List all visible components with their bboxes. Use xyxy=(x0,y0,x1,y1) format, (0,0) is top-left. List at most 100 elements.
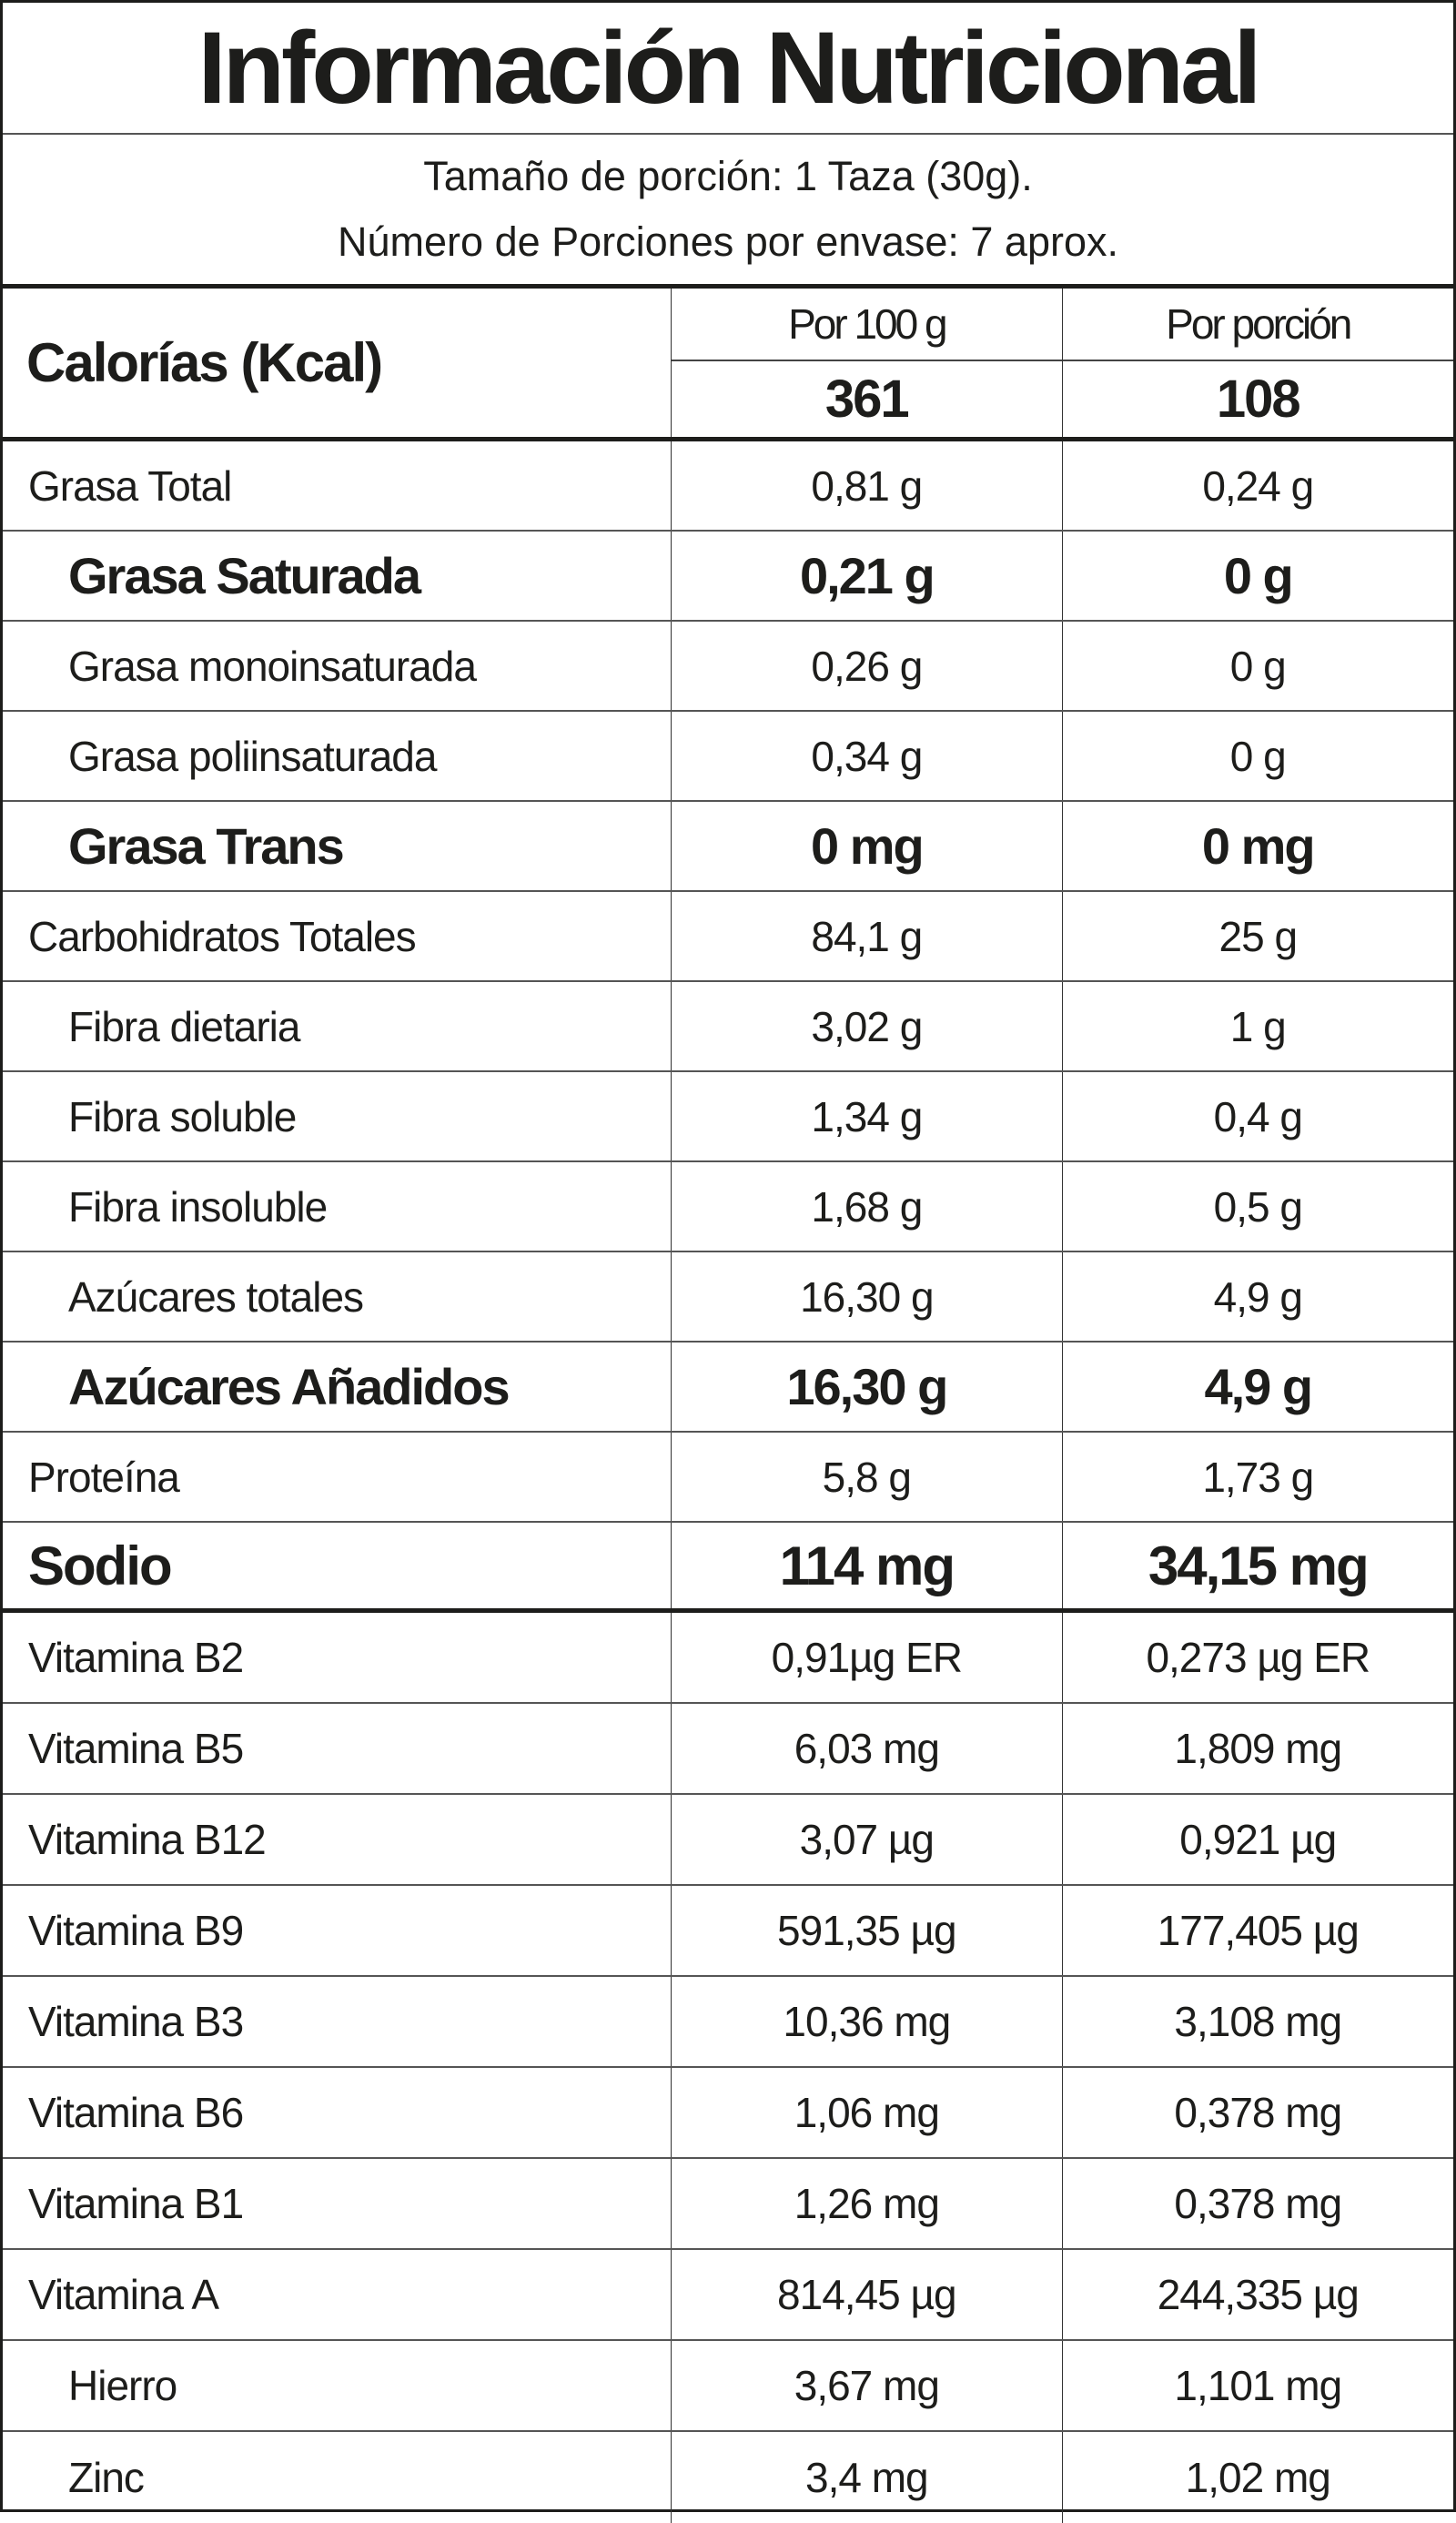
label-title: Información Nutricional xyxy=(3,3,1453,135)
nutrient-name: Vitamina B1 xyxy=(3,2159,672,2248)
table-row: Grasa poliinsaturada 0,34 g 0 g xyxy=(3,712,1453,802)
table-row: Vitamina B9 591,35 µg 177,405 µg xyxy=(3,1886,1453,1977)
nutrient-name: Fibra soluble xyxy=(3,1072,672,1160)
nutrient-name: Hierro xyxy=(3,2341,672,2430)
nutrient-name: Grasa monoinsaturada xyxy=(3,622,672,710)
nutrient-name: Vitamina A xyxy=(3,2250,672,2339)
serving-info: Tamaño de porción: 1 Taza (30g). Número … xyxy=(3,135,1453,289)
value-per-100g: 0,34 g xyxy=(672,712,1063,800)
per-serving-column: Por porción 108 xyxy=(1062,289,1453,437)
table-row: Grasa Total 0,81 g 0,24 g xyxy=(3,441,1453,532)
table-row: Vitamina A 814,45 µg 244,335 µg xyxy=(3,2250,1453,2341)
nutrient-name: Carbohidratos Totales xyxy=(3,892,672,980)
value-per-serving: 1 g xyxy=(1229,1002,1287,1050)
value-per-serving: 25 g xyxy=(1218,912,1299,960)
value-per-serving: 1,809 mg xyxy=(1174,1725,1342,1772)
table-row: Grasa Trans 0 mg 0 mg xyxy=(3,802,1453,892)
value-per-serving: 1,02 mg xyxy=(1185,2454,1331,2501)
value-per-serving: 0,273 µg ER xyxy=(1146,1634,1370,1681)
nutrient-name: Grasa Saturada xyxy=(3,532,672,620)
value-per-100g: 16,30 g xyxy=(672,1252,1063,1341)
value-per-serving: 0 g xyxy=(1229,732,1287,780)
value-per-100g: 3,67 mg xyxy=(672,2341,1063,2430)
table-row: Azúcares Añadidos 16,30 g 4,9 g xyxy=(3,1343,1453,1433)
table-row: Grasa monoinsaturada 0,26 g 0 g xyxy=(3,622,1453,712)
table-row: Fibra dietaria 3,02 g 1 g xyxy=(3,982,1453,1072)
value-per-serving: 0,24 g xyxy=(1202,461,1314,510)
table-row: Fibra soluble 1,34 g 0,4 g xyxy=(3,1072,1453,1162)
nutrient-name: Grasa Total xyxy=(3,441,672,530)
nutrient-name: Azúcares totales xyxy=(3,1252,672,1341)
table-row: Vitamina B12 3,07 µg 0,921 µg xyxy=(3,1795,1453,1886)
value-per-100g: 6,03 mg xyxy=(672,1704,1063,1793)
value-per-100g: 591,35 µg xyxy=(672,1886,1063,1975)
value-per-100g: 84,1 g xyxy=(672,892,1063,980)
value-per-100g: 1,34 g xyxy=(672,1072,1063,1160)
per-serving-header: Por porción xyxy=(1062,289,1453,361)
serving-size: Tamaño de porción: 1 Taza (30g). xyxy=(423,153,1033,199)
value-per-serving: 0,921 µg xyxy=(1179,1816,1337,1863)
table-row: Vitamina B3 10,36 mg 3,108 mg xyxy=(3,1977,1453,2068)
nutrient-name: Sodio xyxy=(3,1523,672,1608)
value-per-100g: 5,8 g xyxy=(672,1433,1063,1521)
value-per-serving: 0 g xyxy=(1229,642,1287,690)
value-per-100g: 10,36 mg xyxy=(672,1977,1063,2066)
value-per-100g: 1,26 mg xyxy=(672,2159,1063,2248)
table-row: Azúcares totales 16,30 g 4,9 g xyxy=(3,1252,1453,1343)
per-100g-header: Por 100 g xyxy=(672,289,1062,361)
calories-label: Calorías (Kcal) xyxy=(3,289,672,437)
value-per-100g: 3,02 g xyxy=(672,982,1063,1070)
table-row: Vitamina B5 6,03 mg 1,809 mg xyxy=(3,1704,1453,1795)
table-row: Hierro 3,67 mg 1,101 mg xyxy=(3,2341,1453,2432)
nutrient-name: Grasa poliinsaturada xyxy=(3,712,672,800)
value-per-serving: 0,4 g xyxy=(1213,1092,1303,1140)
nutrient-name: Vitamina B12 xyxy=(3,1795,672,1884)
value-per-100g: 0 mg xyxy=(672,802,1063,890)
value-per-serving: 1,73 g xyxy=(1202,1453,1314,1501)
nutrient-name: Vitamina B5 xyxy=(3,1704,672,1793)
value-per-100g: 1,06 mg xyxy=(672,2068,1063,2157)
value-per-100g: 0,81 g xyxy=(672,441,1063,530)
per-100g-column: Por 100 g 361 xyxy=(672,289,1063,437)
nutrient-name: Vitamina B6 xyxy=(3,2068,672,2157)
nutrient-name: Fibra insoluble xyxy=(3,1162,672,1251)
calories-per-serving: 108 xyxy=(1216,370,1301,429)
calories-per-100g: 361 xyxy=(824,370,910,429)
table-row: Proteína 5,8 g 1,73 g xyxy=(3,1433,1453,1523)
nutrient-table: Grasa Total 0,81 g 0,24 g Grasa Saturada 0,2… xyxy=(3,441,1453,2523)
value-per-serving: 177,405 µg xyxy=(1157,1907,1360,1954)
value-per-serving: 3,108 mg xyxy=(1174,1998,1342,2045)
table-row: Vitamina B6 1,06 mg 0,378 mg xyxy=(3,2068,1453,2159)
value-per-100g: 814,45 µg xyxy=(672,2250,1063,2339)
value-per-serving: 34,15 mg xyxy=(1148,1535,1370,1596)
value-per-serving: 4,9 g xyxy=(1213,1272,1303,1321)
value-per-100g: 3,4 mg xyxy=(672,2432,1063,2523)
nutrient-name: Vitamina B2 xyxy=(3,1613,672,1702)
table-row: Vitamina B2 0,91µg ER 0,273 µg ER xyxy=(3,1613,1453,1704)
value-per-serving: 0 mg xyxy=(1201,817,1316,875)
value-per-100g: 1,68 g xyxy=(672,1162,1063,1251)
nutrient-name: Vitamina B3 xyxy=(3,1977,672,2066)
value-per-serving: 1,101 mg xyxy=(1174,2362,1342,2409)
nutrient-name: Vitamina B9 xyxy=(3,1886,672,1975)
value-per-100g: 0,26 g xyxy=(672,622,1063,710)
value-per-serving: 244,335 µg xyxy=(1157,2271,1360,2318)
table-row: Vitamina B1 1,26 mg 0,378 mg xyxy=(3,2159,1453,2250)
table-row: Fibra insoluble 1,68 g 0,5 g xyxy=(3,1162,1453,1252)
value-per-serving: 4,9 g xyxy=(1204,1358,1313,1415)
servings-per-container: Número de Porciones por envase: 7 aprox. xyxy=(338,218,1118,265)
value-per-100g: 114 mg xyxy=(672,1523,1063,1608)
value-per-100g: 16,30 g xyxy=(672,1343,1063,1431)
value-per-serving: 0 g xyxy=(1223,547,1294,604)
calories-header: Calorías (Kcal) Por 100 g 361 Por porció… xyxy=(3,289,1453,441)
value-per-100g: 3,07 µg xyxy=(672,1795,1063,1884)
value-per-serving: 0,378 mg xyxy=(1174,2089,1342,2136)
value-per-serving: 0,378 mg xyxy=(1174,2180,1342,2227)
table-row: Sodio 114 mg 34,15 mg xyxy=(3,1523,1453,1613)
nutrient-name: Grasa Trans xyxy=(3,802,672,890)
nutrient-name: Azúcares Añadidos xyxy=(3,1343,672,1431)
value-per-100g: 0,91µg ER xyxy=(672,1613,1063,1702)
table-row: Carbohidratos Totales 84,1 g 25 g xyxy=(3,892,1453,982)
value-per-100g: 0,21 g xyxy=(672,532,1063,620)
